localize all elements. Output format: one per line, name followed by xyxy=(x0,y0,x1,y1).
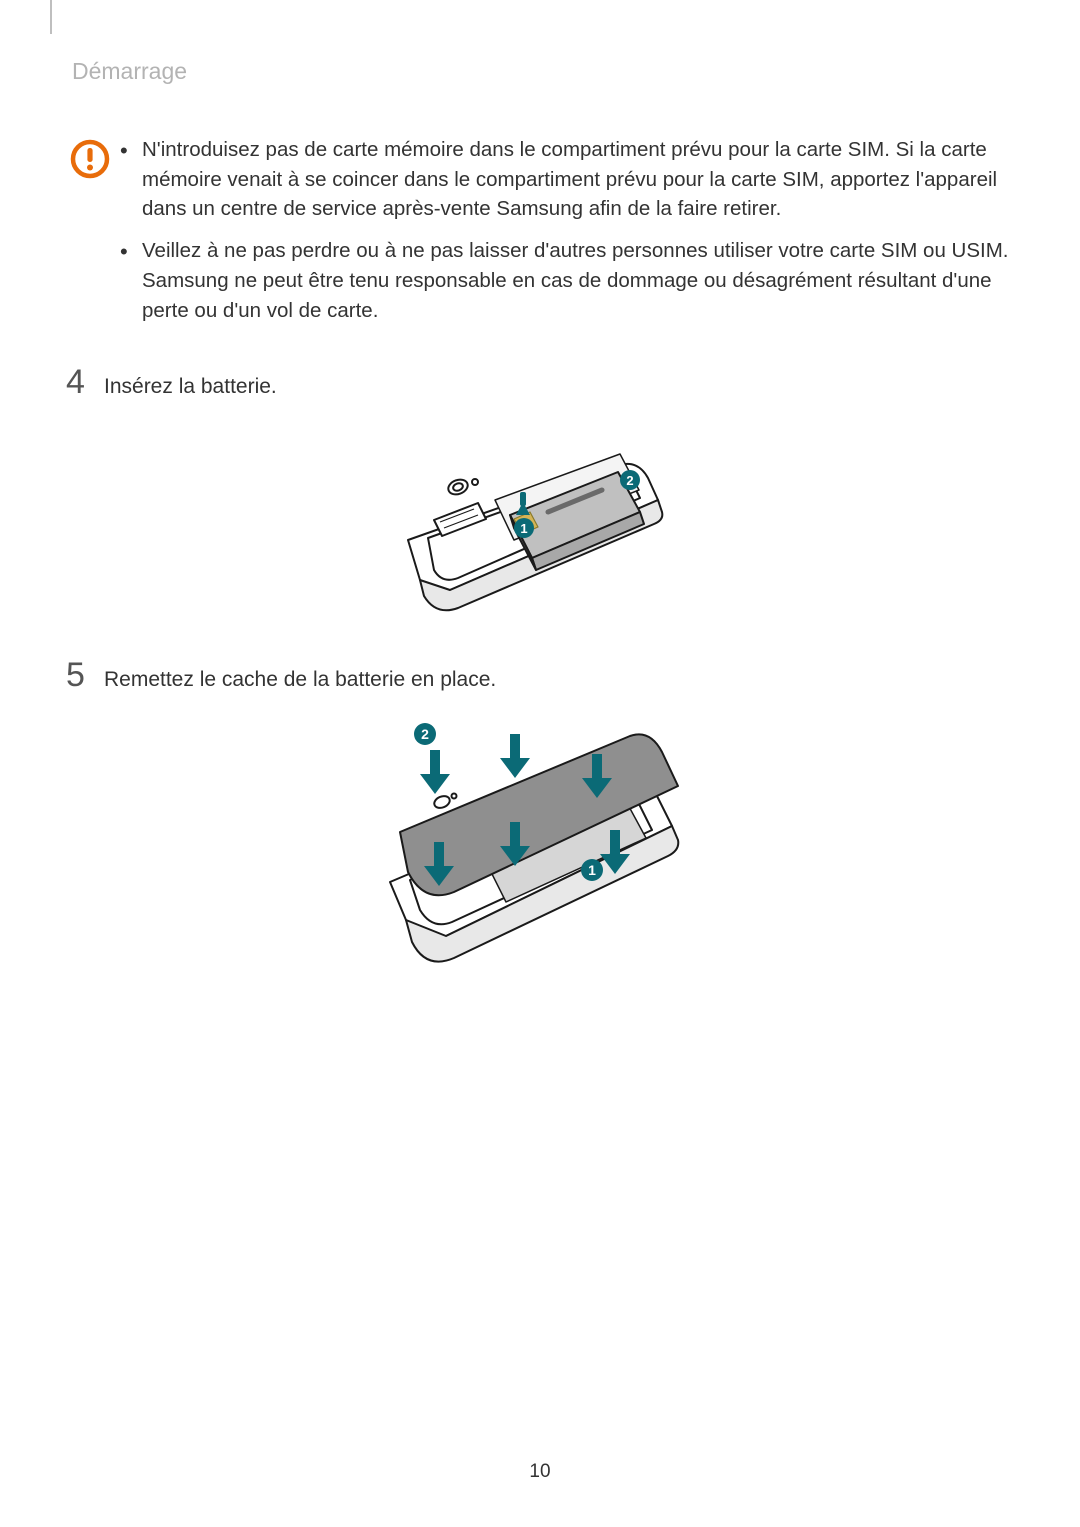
fig1-callout-2: 2 xyxy=(626,473,633,488)
caution-icon xyxy=(66,135,114,179)
figure-replace-cover: 2 1 xyxy=(50,712,1010,992)
fig2-callout-1: 1 xyxy=(588,862,596,878)
step-4-text: Insérez la batterie. xyxy=(104,372,277,401)
header-rule xyxy=(50,0,52,34)
fig2-callout-2: 2 xyxy=(421,726,429,742)
fig1-callout-1: 1 xyxy=(520,521,527,536)
step-4-number: 4 xyxy=(66,365,104,399)
section-title: Démarrage xyxy=(72,58,1010,85)
step-4: 4 Insérez la batterie. xyxy=(50,365,1010,401)
caution-note-1: N'introduisez pas de carte mémoire dans … xyxy=(142,135,1010,224)
caution-note-2: Veillez à ne pas perdre ou à ne pas lais… xyxy=(142,236,1010,325)
step-5-text: Remettez le cache de la batterie en plac… xyxy=(104,665,496,694)
step-5-number: 5 xyxy=(66,658,104,692)
figure-insert-battery: 1 2 xyxy=(50,420,1010,630)
page-number: 10 xyxy=(0,1461,1080,1483)
step-5: 5 Remettez le cache de la batterie en pl… xyxy=(50,658,1010,694)
caution-block: N'introduisez pas de carte mémoire dans … xyxy=(50,135,1010,337)
